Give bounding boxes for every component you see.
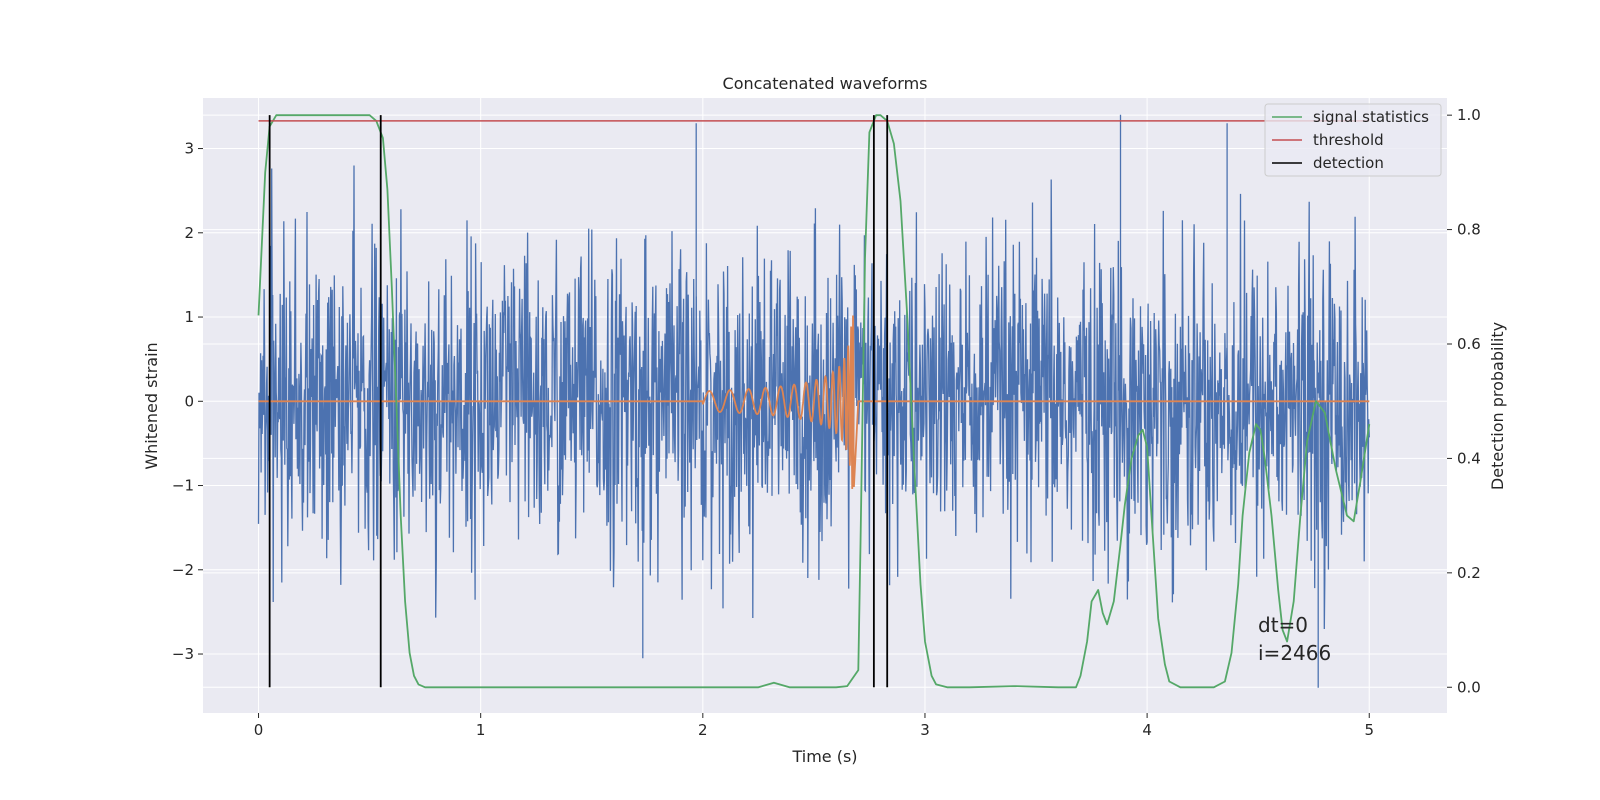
strain-peak-spikes <box>642 114 1319 688</box>
y-right-tick-label: 0.6 <box>1457 335 1481 353</box>
y-tick-label: 3 <box>184 140 194 158</box>
signal-statistics-line <box>257 114 1371 689</box>
x-tick-label: 4 <box>1142 721 1152 739</box>
chart-title: Concatenated waveforms <box>723 74 928 93</box>
annotation-line-1: dt=0 <box>1258 613 1308 637</box>
y-tick-label: 2 <box>184 224 194 242</box>
y-right-tick-label: 0.4 <box>1457 449 1481 467</box>
strain-noise-line <box>257 165 1370 630</box>
y-axis-label-right: Detection probability <box>1488 322 1507 490</box>
x-tick-label: 5 <box>1364 721 1374 739</box>
template-chirp-line <box>258 315 1370 489</box>
ticks: 0 1 2 3 4 5 −3 −2 −1 0 1 2 3 0.0 0.2 0.4 0.6 0.8 1.0 <box>172 106 1481 739</box>
strain-layer <box>257 114 1370 688</box>
x-axis-label: Time (s) <box>791 747 857 766</box>
legend-label-signal-statistics: signal statistics <box>1313 108 1429 126</box>
x-tick-label: 3 <box>920 721 930 739</box>
plot-area <box>257 114 1371 689</box>
x-tick-label: 0 <box>254 721 264 739</box>
y-axis-label: Whitened strain <box>142 342 161 469</box>
overlay-layer <box>257 114 1371 689</box>
y-tick-label: −1 <box>172 477 194 495</box>
legend-label-threshold: threshold <box>1313 131 1384 149</box>
y-tick-label: 1 <box>184 308 194 326</box>
legend-box <box>1264 103 1442 177</box>
y-right-tick-label: 0.2 <box>1457 564 1481 582</box>
legend-label-detection: detection <box>1313 154 1384 172</box>
y-right-tick-label: 1.0 <box>1457 106 1481 124</box>
x-tick-label: 2 <box>698 721 708 739</box>
y-right-tick-label: 0.0 <box>1457 678 1481 696</box>
annotation-line-2: i=2466 <box>1258 641 1331 665</box>
y-tick-label: −2 <box>172 561 194 579</box>
x-tick-label: 1 <box>476 721 486 739</box>
legend: signal statistics threshold detection <box>1264 103 1442 177</box>
y-tick-label: 0 <box>184 392 194 410</box>
y-right-tick-label: 0.8 <box>1457 221 1481 239</box>
y-tick-label: −3 <box>172 645 194 663</box>
